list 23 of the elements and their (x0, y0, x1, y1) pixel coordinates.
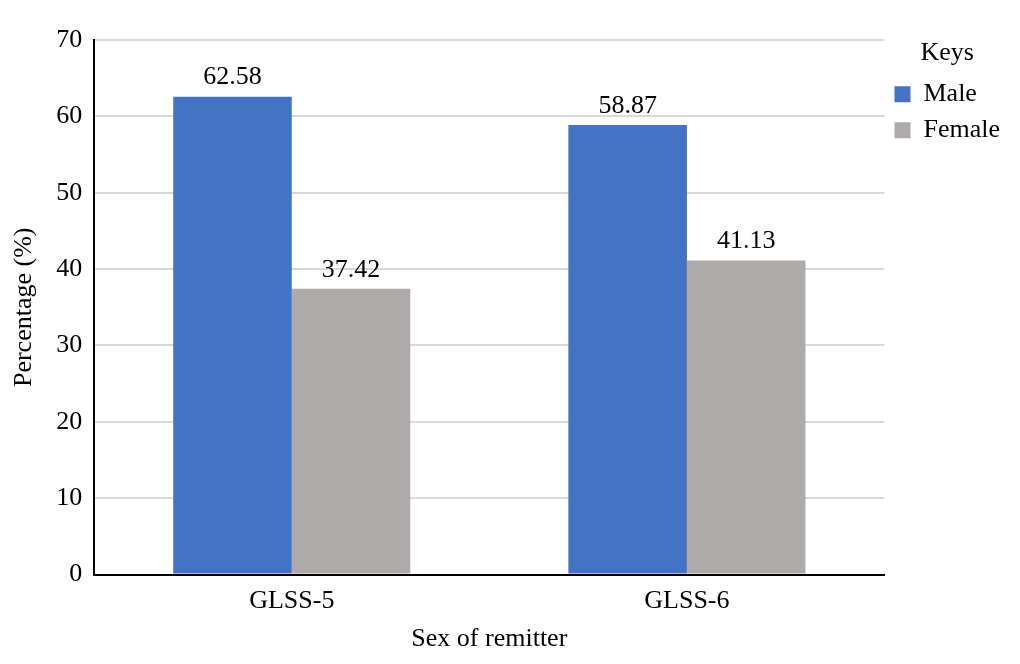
y-tick-label: 30 (56, 329, 83, 359)
data-label: 37.42 (321, 253, 381, 283)
data-label: 58.87 (598, 89, 657, 119)
data-label: 41.13 (716, 225, 776, 255)
y-tick-label: 50 (56, 176, 83, 206)
legend-label: Male (923, 78, 977, 108)
x-tick-label: GLSS-6 (644, 585, 730, 615)
legend-title: Keys (920, 36, 974, 66)
legend-label: Female (923, 114, 1000, 144)
y-tick-label: 0 (69, 558, 83, 588)
x-axis-title: Sex of remitter (411, 623, 568, 653)
bar (686, 260, 806, 574)
data-label: 62.58 (203, 61, 262, 91)
y-tick-label: 10 (56, 482, 83, 512)
x-tick-label: GLSS-5 (249, 585, 335, 615)
bar (291, 288, 411, 574)
y-axis-title: Percentage (%) (8, 227, 38, 388)
y-tick-label: 40 (56, 252, 83, 282)
y-tick-label: 60 (56, 100, 83, 130)
bar (568, 125, 687, 574)
bar (173, 96, 292, 574)
y-tick-label: 20 (56, 405, 83, 435)
y-tick-label: 70 (56, 23, 83, 53)
